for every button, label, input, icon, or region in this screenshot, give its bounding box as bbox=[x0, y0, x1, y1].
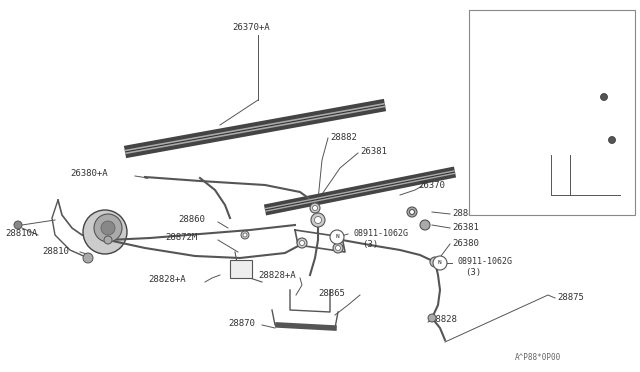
Text: 28865: 28865 bbox=[318, 289, 345, 298]
Circle shape bbox=[83, 253, 93, 263]
Text: 26373: 26373 bbox=[524, 201, 551, 209]
Text: 08911-1062G: 08911-1062G bbox=[353, 228, 408, 237]
Text: 26381: 26381 bbox=[452, 224, 479, 232]
Circle shape bbox=[410, 209, 415, 215]
Text: 28860: 28860 bbox=[178, 215, 205, 224]
Text: 26373: 26373 bbox=[524, 198, 551, 206]
Circle shape bbox=[104, 236, 112, 244]
Text: (3): (3) bbox=[362, 240, 378, 248]
Text: 26370+A: 26370+A bbox=[232, 23, 269, 32]
Text: 26380: 26380 bbox=[452, 240, 479, 248]
Circle shape bbox=[94, 214, 122, 242]
Circle shape bbox=[600, 93, 607, 100]
Text: 28828: 28828 bbox=[430, 315, 457, 324]
Circle shape bbox=[335, 246, 340, 250]
Circle shape bbox=[330, 230, 344, 244]
Circle shape bbox=[310, 203, 320, 213]
Circle shape bbox=[14, 221, 22, 229]
Text: N: N bbox=[438, 260, 442, 266]
Circle shape bbox=[433, 256, 447, 270]
Circle shape bbox=[101, 221, 115, 235]
Circle shape bbox=[314, 217, 321, 224]
Text: 28810A: 28810A bbox=[5, 228, 37, 237]
Text: 28828+A: 28828+A bbox=[148, 276, 186, 285]
Circle shape bbox=[297, 238, 307, 248]
Text: 26380+A: 26380+A bbox=[70, 170, 108, 179]
Circle shape bbox=[243, 233, 247, 237]
Circle shape bbox=[333, 243, 343, 253]
Circle shape bbox=[609, 137, 616, 144]
Circle shape bbox=[312, 205, 317, 211]
Bar bbox=[230, 260, 252, 278]
Text: REFILLS-WIPER BLADE: REFILLS-WIPER BLADE bbox=[476, 16, 571, 25]
Circle shape bbox=[430, 257, 440, 267]
Text: A^P88*0P00: A^P88*0P00 bbox=[515, 353, 561, 362]
Text: 26381: 26381 bbox=[360, 148, 387, 157]
Text: 28828+A: 28828+A bbox=[258, 272, 296, 280]
Circle shape bbox=[300, 241, 305, 246]
Text: N: N bbox=[335, 234, 339, 240]
Circle shape bbox=[428, 314, 436, 322]
Circle shape bbox=[241, 231, 249, 239]
Text: 26370: 26370 bbox=[418, 180, 445, 189]
Text: (3): (3) bbox=[465, 269, 481, 278]
Text: 28872M: 28872M bbox=[165, 234, 197, 243]
Text: 28870: 28870 bbox=[228, 318, 255, 327]
Circle shape bbox=[420, 220, 430, 230]
Text: 28882: 28882 bbox=[330, 132, 357, 141]
Bar bbox=[469, 10, 635, 215]
Circle shape bbox=[407, 207, 417, 217]
Text: 28882: 28882 bbox=[452, 208, 479, 218]
Circle shape bbox=[311, 213, 325, 227]
Text: 08911-1062G: 08911-1062G bbox=[458, 257, 513, 266]
Text: REFILLS-WIPER BLADE: REFILLS-WIPER BLADE bbox=[476, 16, 576, 25]
Text: 28875: 28875 bbox=[557, 292, 584, 301]
Circle shape bbox=[83, 210, 127, 254]
Text: 28810: 28810 bbox=[42, 247, 69, 257]
